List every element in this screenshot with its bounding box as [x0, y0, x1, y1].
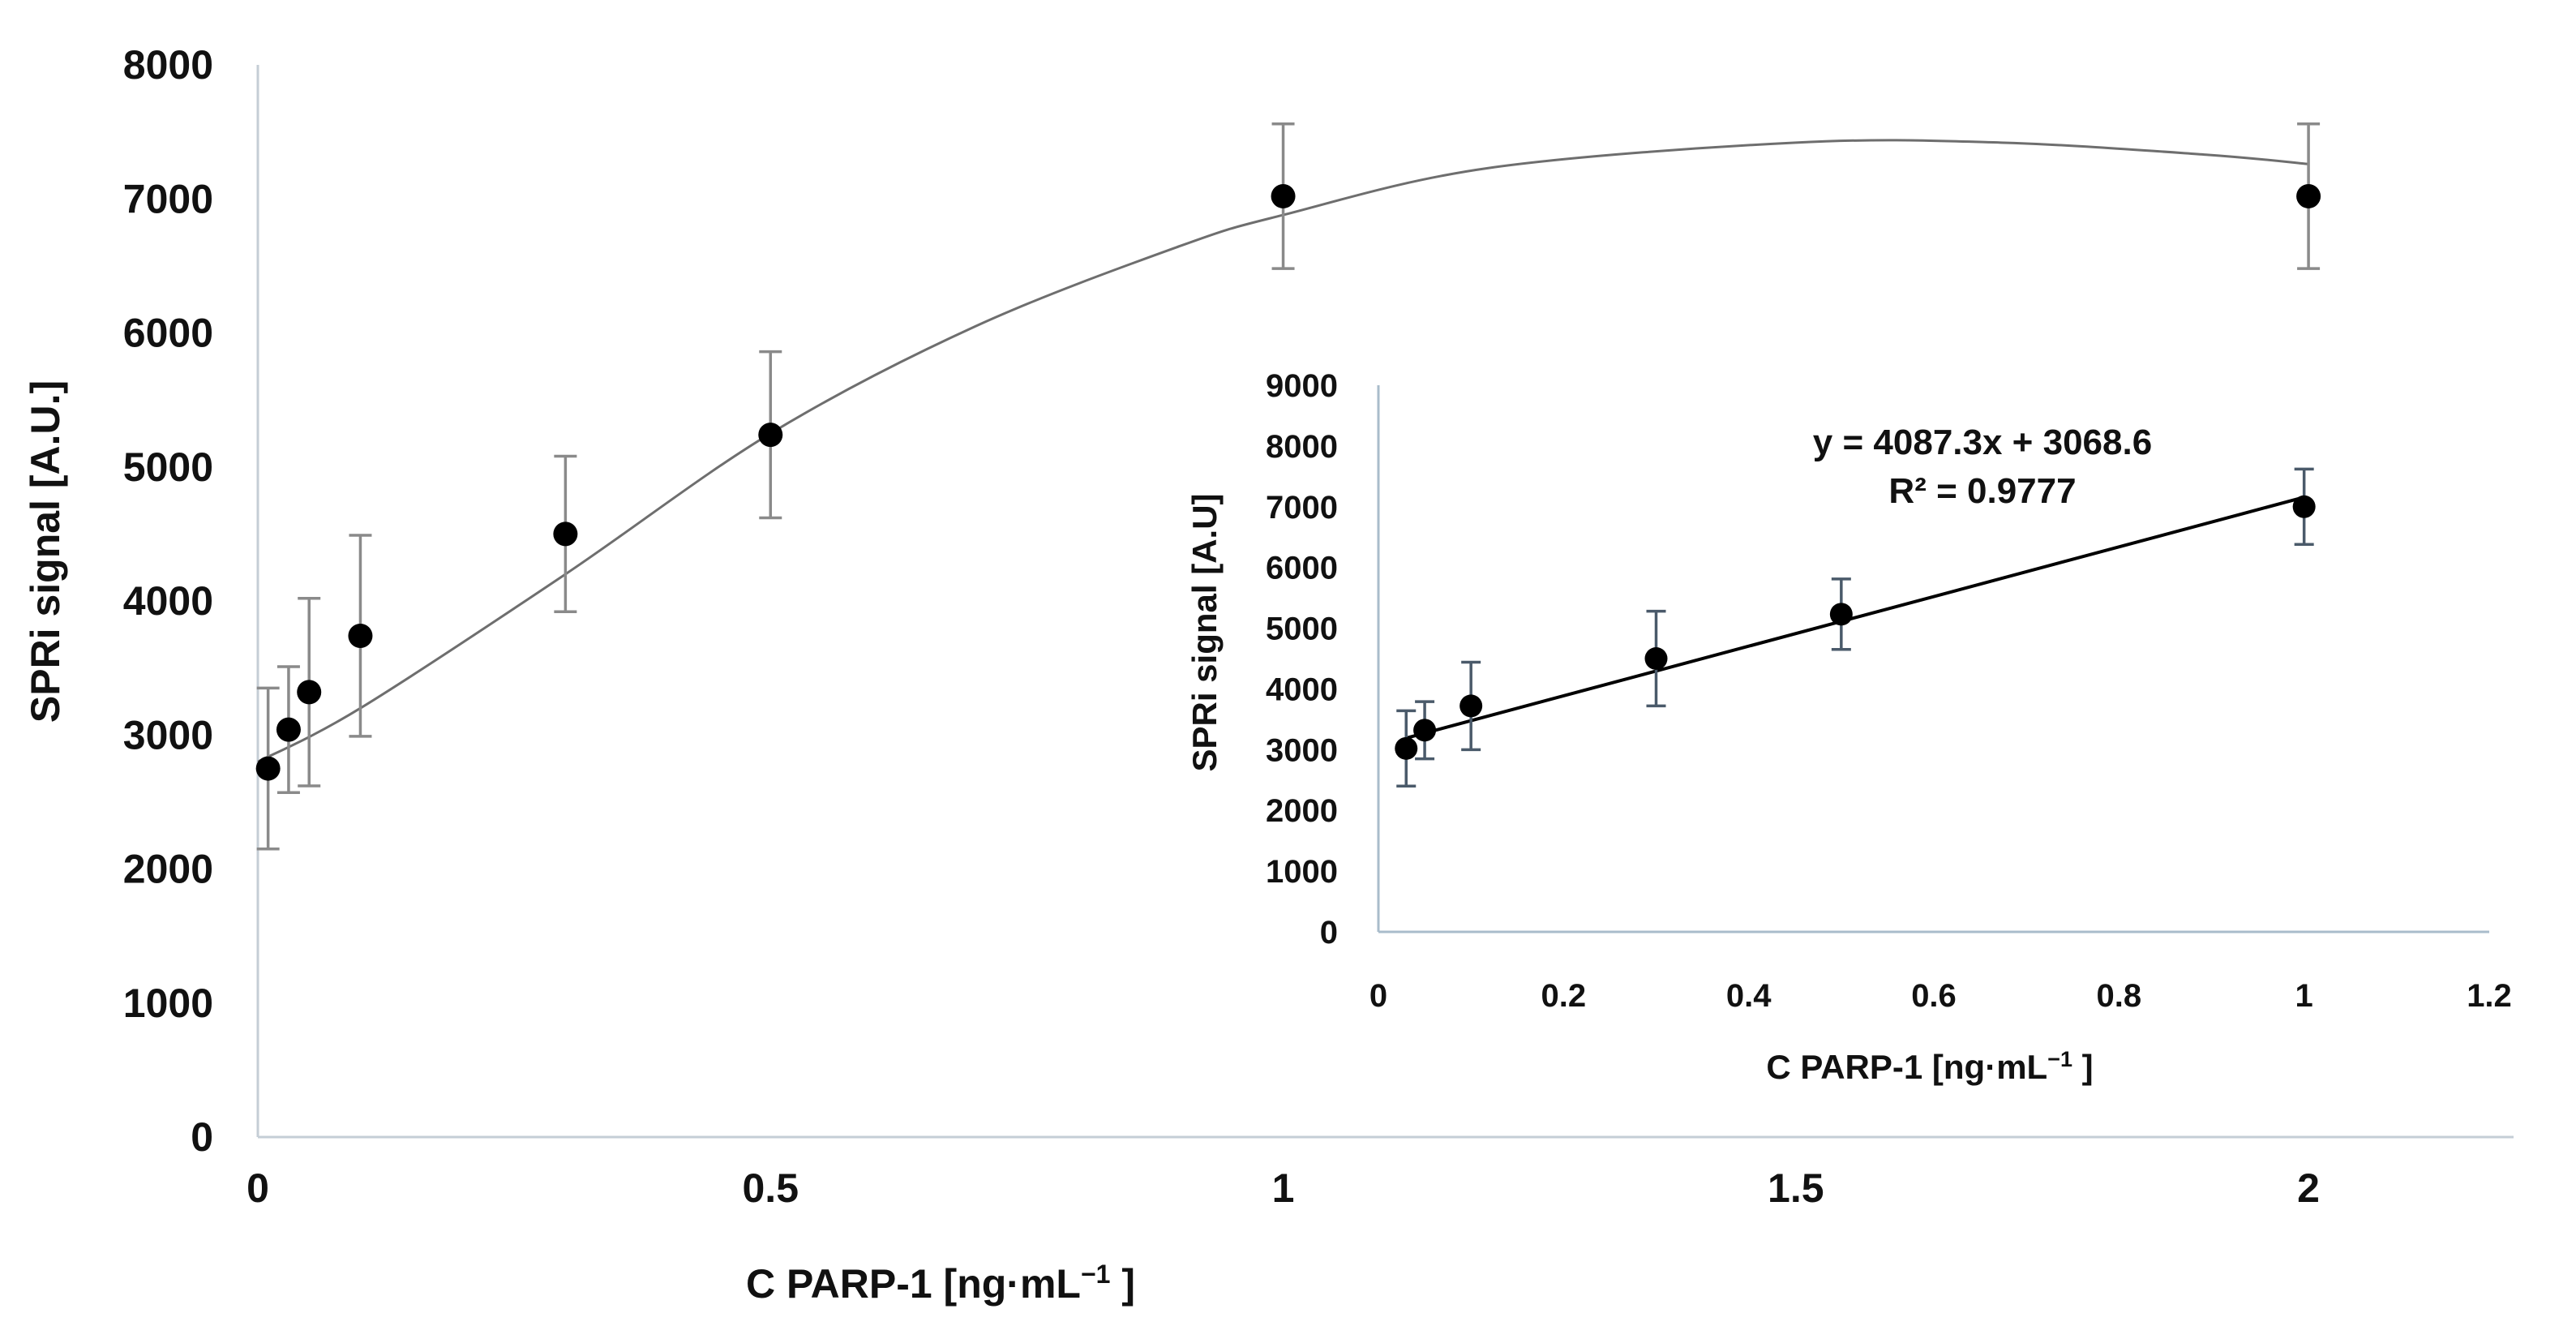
- main-data-point: [758, 423, 783, 448]
- main-data-point: [348, 623, 373, 648]
- inset-x-ticks: 0 0.2 0.4 0.6 0.8 1 1.2: [1369, 978, 2512, 1014]
- inset-y-tick-label: 8000: [1266, 429, 1338, 465]
- inset-data-point: [2292, 495, 2316, 518]
- main-x-tick-label: 2: [2297, 1165, 2320, 1211]
- main-y-tick-label: 5000: [123, 444, 213, 490]
- main-y-tick-label: 4000: [123, 578, 213, 624]
- inset-y-ticks: 0 1000 2000 3000 4000 5000 6000 7000 8000 9000: [1266, 368, 1338, 951]
- main-x-tick-label: 0: [246, 1165, 269, 1211]
- inset-y-tick-label: 5000: [1266, 612, 1338, 647]
- inset-equation: y = 4087.3x + 3068.6: [1813, 423, 2152, 462]
- inset-data-point: [1644, 647, 1668, 670]
- inset-x-tick-label: 0.2: [1541, 978, 1587, 1014]
- main-x-axis-title: C PARP-1 [ng·mL−1 ]: [746, 1260, 1135, 1307]
- inset-trendline-path: [1405, 496, 2305, 740]
- inset-data-point: [1413, 719, 1437, 742]
- main-x-tick-label: 0.5: [743, 1165, 799, 1211]
- inset-y-tick-label: 4000: [1266, 672, 1338, 707]
- main-data-point: [276, 717, 301, 742]
- main-y-tick-label: 7000: [123, 176, 213, 221]
- main-y-tick-label: 8000: [123, 42, 213, 88]
- main-x-tick-label: 1: [1272, 1165, 1295, 1211]
- inset-background: [1370, 365, 2514, 1079]
- main-y-tick-label: 3000: [123, 712, 213, 757]
- inset-x-tick-label: 0.4: [1726, 978, 1772, 1014]
- main-y-tick-label: 2000: [123, 847, 213, 892]
- inset-x-tick-label: 0: [1369, 978, 1387, 1014]
- inset-axes: [1377, 385, 2489, 933]
- inset-y-tick-label: 9000: [1266, 368, 1338, 404]
- main-data-point: [2296, 183, 2321, 208]
- inset-data-point: [1459, 694, 1483, 718]
- inset-x-tick-label: 1: [2295, 978, 2313, 1014]
- main-y-ticks: 0 1000 2000 3000 4000 5000 6000 7000 8000: [123, 42, 213, 1160]
- inset-trendline: [1405, 496, 2305, 740]
- main-x-ticks: 0 0.5 1 1.5 2: [246, 1165, 2320, 1211]
- inset-data-point: [1395, 736, 1418, 760]
- main-x-tick-label: 1.5: [1768, 1165, 1824, 1211]
- main-plot: 0 1000 2000 3000 4000 5000 6000 7000 8000 0 0.5 1 1…: [23, 42, 2514, 1307]
- inset-y-tick-label: 7000: [1266, 490, 1338, 526]
- main-data-point: [1271, 183, 1296, 208]
- main-axes: [256, 65, 2514, 1139]
- inset-r-squared: R² = 0.9777: [1888, 471, 2076, 511]
- main-data-point: [255, 756, 281, 781]
- main-y-tick-label: 1000: [123, 981, 213, 1026]
- main-y-axis-title: SPRi signal [A.U.]: [23, 380, 68, 723]
- inset-y-tick-label: 6000: [1266, 551, 1338, 586]
- inset-y-tick-label: 1000: [1266, 854, 1338, 890]
- main-data-point: [553, 521, 578, 547]
- main-fit-curve-path: [257, 139, 2309, 763]
- inset-x-tick-label: 0.6: [1911, 978, 1957, 1014]
- main-data-point: [297, 680, 322, 705]
- main-y-tick-label: 0: [191, 1114, 213, 1160]
- inset-x-axis-title: C PARP-1 [ng·mL−1 ]: [1766, 1047, 2093, 1086]
- main-fit-curve: [257, 139, 2309, 763]
- inset-x-tick-label: 1.2: [2467, 978, 2512, 1014]
- main-y-tick-label: 6000: [123, 311, 213, 356]
- main-data-points: [255, 183, 2321, 781]
- inset-y-tick-label: 3000: [1266, 732, 1338, 768]
- inset-data-point: [1829, 603, 1853, 626]
- inset-data-points: [1395, 495, 2316, 760]
- inset-x-tick-label: 0.8: [2097, 978, 2142, 1014]
- inset-y-tick-label: 2000: [1266, 793, 1338, 829]
- inset-y-axis-title: SPRi signal [A.U]: [1185, 493, 1224, 771]
- inset-y-tick-label: 0: [1320, 915, 1338, 951]
